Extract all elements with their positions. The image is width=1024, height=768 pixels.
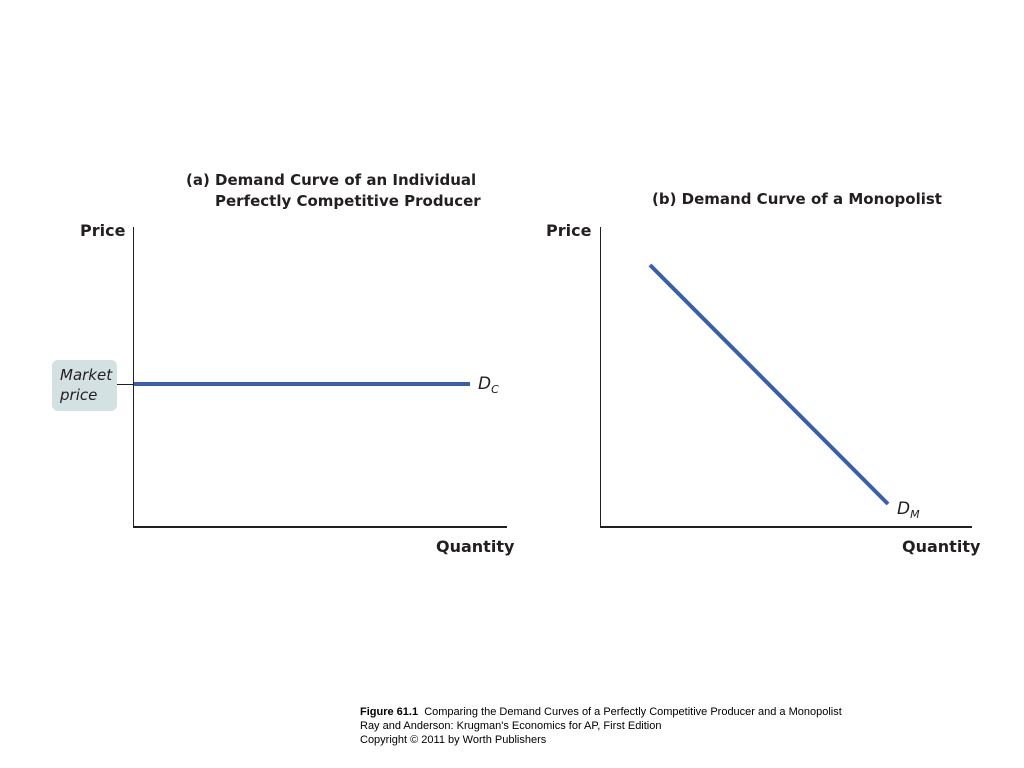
demand-curve-monopolist-label: DM bbox=[897, 499, 920, 521]
market-price-label-line2: price bbox=[60, 386, 98, 404]
panel-a-x-axis-label: Quantity bbox=[436, 537, 515, 556]
panel-a-x-axis bbox=[133, 526, 507, 528]
caption-copyright: Copyright © 2011 by Worth Publishers bbox=[360, 734, 547, 746]
figure-caption: Figure 61.1 Comparing the Demand Curves … bbox=[360, 705, 842, 747]
panel-b-x-axis-label: Quantity bbox=[902, 537, 981, 556]
dc-subscript: C bbox=[491, 383, 499, 396]
caption-line1: Figure 61.1 Comparing the Demand Curves … bbox=[360, 705, 842, 719]
panel-b-y-axis-label: Price bbox=[546, 221, 592, 240]
panel-b-x-axis bbox=[600, 526, 972, 528]
market-price-label: Market price bbox=[52, 360, 117, 411]
figure-title: Comparing the Demand Curves of a Perfect… bbox=[424, 706, 842, 718]
panel-a-y-axis-label: Price bbox=[80, 221, 126, 240]
dm-letter: D bbox=[897, 499, 911, 519]
dc-letter: D bbox=[478, 374, 492, 394]
demand-curve-monopolist bbox=[648, 263, 890, 506]
market-price-label-line1: Market bbox=[60, 366, 113, 384]
demand-curve-competitive-label: DC bbox=[478, 374, 499, 396]
figure-number: Figure 61.1 bbox=[360, 706, 419, 718]
panel-a-title-line2: Perfectly Competitive Producer bbox=[215, 192, 481, 210]
panel-a-title-line1: (a) Demand Curve of an Individual bbox=[186, 171, 477, 189]
caption-source: Ray and Anderson: Krugman's Economics fo… bbox=[360, 720, 662, 732]
dm-subscript: M bbox=[910, 508, 920, 521]
panel-a-y-axis bbox=[133, 227, 134, 527]
market-price-tick bbox=[117, 384, 133, 385]
panel-b-title: (b) Demand Curve of a Monopolist bbox=[652, 190, 942, 208]
panel-b-y-axis bbox=[600, 227, 601, 527]
panel-a-title: (a) Demand Curve of an Individual Perfec… bbox=[186, 170, 481, 212]
